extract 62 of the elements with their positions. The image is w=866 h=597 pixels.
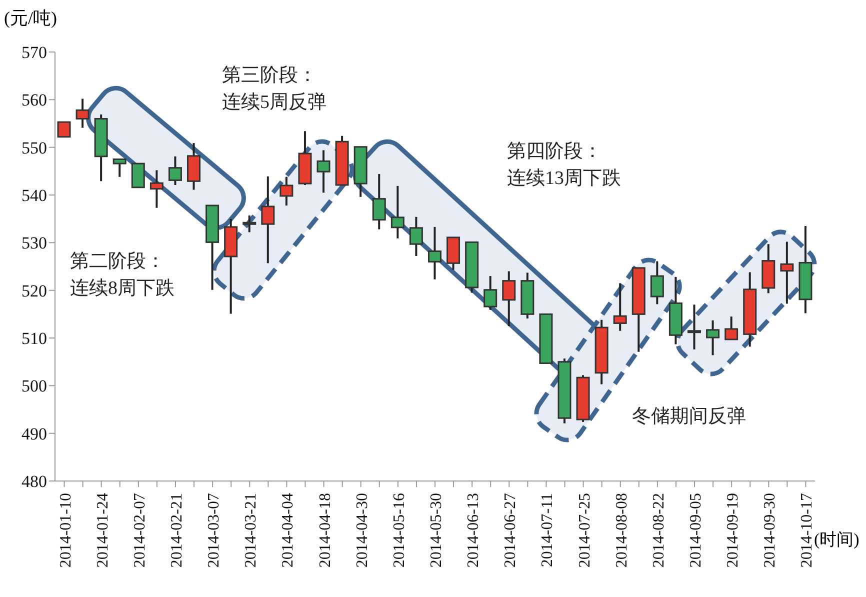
- candlestick: [613, 282, 627, 332]
- candlestick: [131, 162, 145, 188]
- y-tick-label: 560: [22, 90, 47, 110]
- x-tick-label: 2014-02-07: [131, 493, 148, 568]
- candlestick: [390, 184, 404, 240]
- x-tick-label: 2014-03-21: [242, 493, 260, 568]
- y-tick-label: 520: [22, 281, 47, 300]
- annotation: 连续5周反弹: [222, 91, 326, 115]
- x-tick-label: 2014-09-30: [762, 493, 779, 568]
- candlestick: [372, 173, 386, 230]
- candlestick: [706, 319, 720, 356]
- x-tick-label: 2014-05-30: [428, 493, 445, 568]
- candlestick: [780, 240, 794, 305]
- candlestick: [150, 169, 164, 209]
- x-tick-label: 2014-09-05: [688, 493, 705, 568]
- x-tick-label: 2014-07-25: [576, 493, 594, 568]
- x-tick-label: 2014-03-07: [206, 493, 223, 568]
- candlestick: [650, 260, 664, 306]
- candlestick: [428, 226, 442, 280]
- annotation: 第三阶段：: [222, 64, 317, 88]
- x-tick-label: 2014-05-16: [390, 493, 408, 568]
- annotation: 第二阶段：: [70, 250, 165, 274]
- candlestick: [261, 175, 275, 264]
- candlestick: [76, 98, 90, 129]
- x-tick-label: 2014-07-11: [539, 493, 556, 568]
- y-tick-label: 490: [22, 424, 47, 444]
- x-tick-label: 2014-10-17: [798, 493, 816, 568]
- x-tick-label: 2014-04-30: [354, 493, 371, 568]
- candlestick: [168, 155, 182, 186]
- candlestick: [280, 176, 294, 206]
- x-tick-label: 2014-06-13: [465, 493, 482, 568]
- x-axis-title: (时间): [814, 529, 860, 551]
- x-tick-label: 2014-08-22: [650, 493, 668, 568]
- x-tick-label: 2014-02-21: [168, 493, 186, 568]
- annotation: 连续13周下跌: [507, 167, 621, 191]
- candlestick: [242, 214, 256, 234]
- x-tick-label: 2014-08-08: [613, 493, 630, 568]
- candlestick: [502, 270, 516, 328]
- x-tick-label: 2014-09-19: [724, 493, 742, 568]
- candlestick: [484, 275, 498, 311]
- x-tick-label: 2014-01-10: [57, 493, 74, 568]
- y-tick-label: 570: [22, 43, 47, 62]
- y-tick-label: 540: [22, 186, 47, 206]
- y-tick-label: 550: [22, 138, 47, 158]
- y-tick-label: 510: [22, 329, 47, 348]
- y-axis-title: (元/吨): [4, 7, 57, 30]
- candlestick: [687, 304, 701, 350]
- x-tick-label: 2014-04-18: [316, 493, 334, 568]
- x-tick-label: 2014-06-27: [502, 493, 520, 568]
- candlestick: [316, 149, 330, 194]
- candlestick: [724, 316, 738, 340]
- annotation: 冬储期间反弹: [632, 405, 746, 429]
- candlestick: [409, 216, 423, 258]
- annotation: 第四阶段：: [507, 140, 602, 164]
- y-tick-label: 480: [22, 472, 47, 492]
- annotation: 连续8周下跌: [70, 277, 174, 301]
- y-tick-label: 500: [22, 376, 47, 396]
- y-tick-label: 530: [22, 234, 47, 253]
- candlestick: [112, 158, 126, 178]
- x-tick-label: 2014-04-04: [280, 493, 297, 568]
- x-tick-label: 2014-01-24: [94, 493, 112, 568]
- candlestick: [57, 121, 71, 138]
